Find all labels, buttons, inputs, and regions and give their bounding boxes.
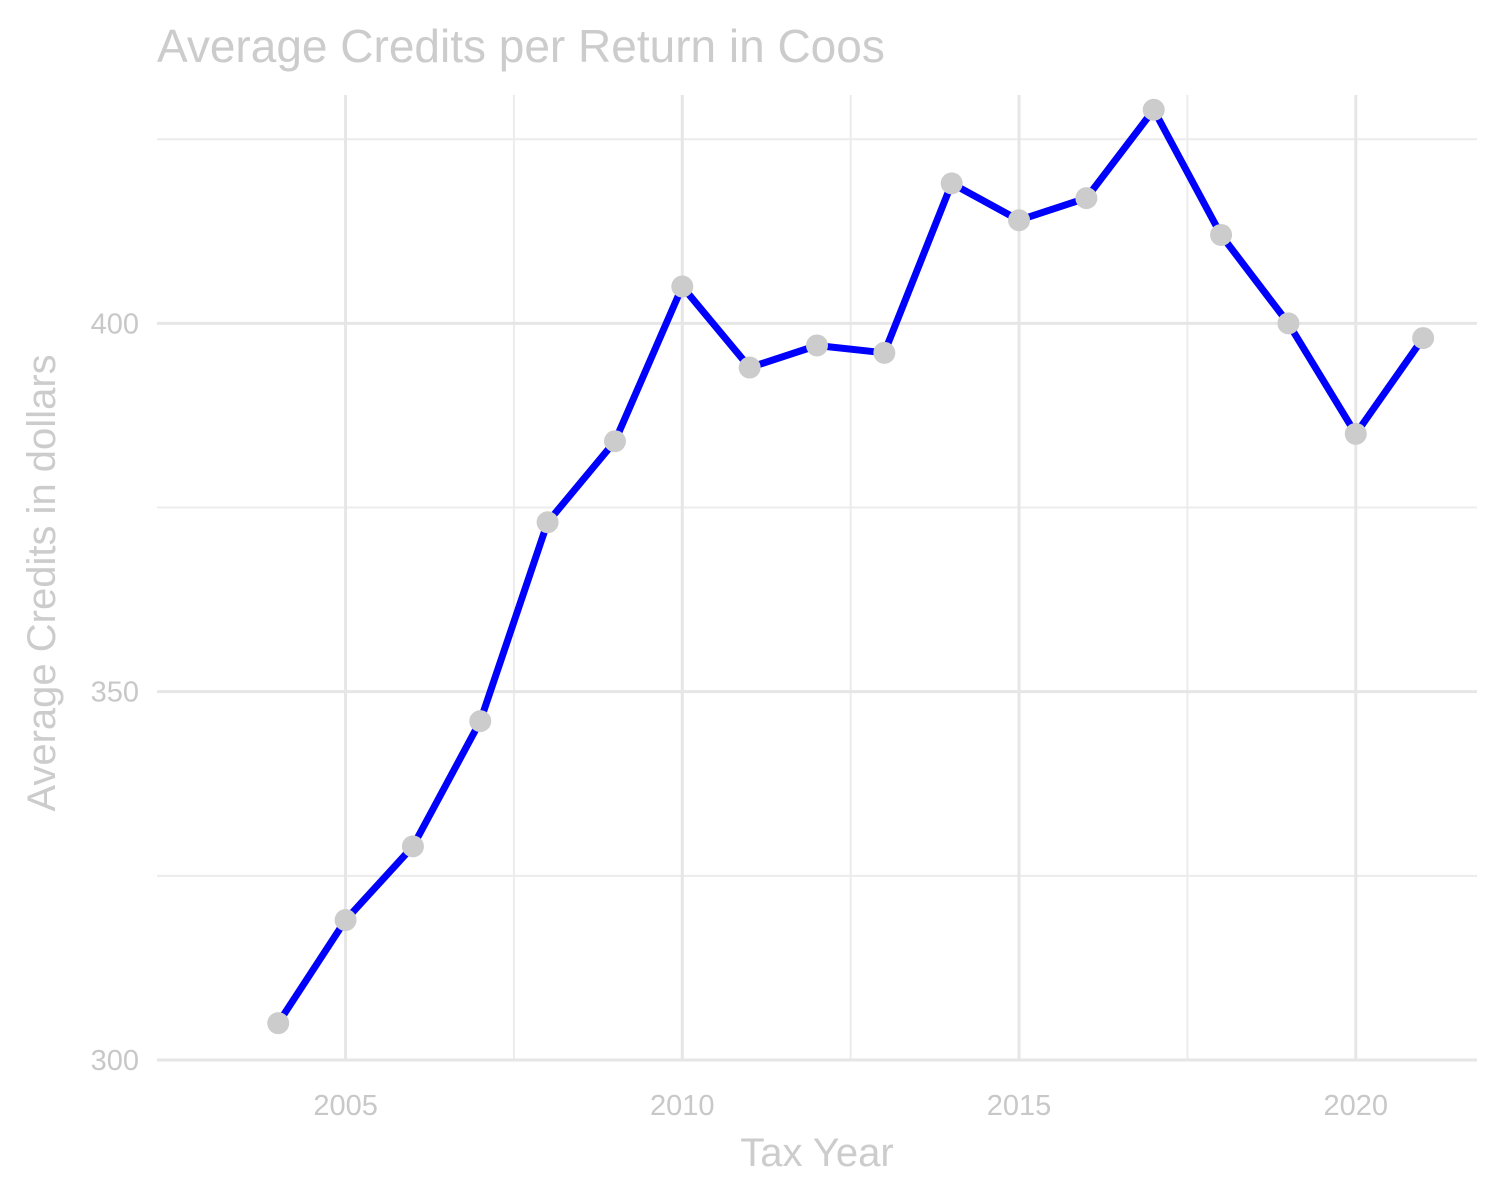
- x-axis-title: Tax Year: [740, 1131, 893, 1175]
- data-point: [671, 275, 694, 298]
- data-point: [1142, 98, 1165, 121]
- data-point: [1344, 422, 1367, 445]
- x-tick-label: 2010: [650, 1090, 715, 1122]
- data-point: [1210, 223, 1233, 246]
- data-point: [806, 334, 828, 357]
- series-line: [274, 106, 1427, 1027]
- x-tick-label: 2005: [313, 1090, 378, 1122]
- x-tick-labels: 2005 2010 2015 2020: [313, 1090, 1388, 1122]
- x-tick-label: 2020: [1324, 1090, 1389, 1122]
- data-points: [267, 98, 1435, 1035]
- data-point: [401, 835, 424, 858]
- data-point: [738, 356, 761, 379]
- data-point: [536, 511, 559, 534]
- y-tick-labels: 300 350 400: [91, 308, 139, 1077]
- data-point: [1277, 312, 1300, 335]
- data-point: [469, 710, 492, 733]
- data-point: [1412, 327, 1435, 350]
- y-tick-label: 400: [91, 308, 139, 340]
- x-tick-label: 2015: [987, 1090, 1052, 1122]
- grid: [157, 95, 1477, 1062]
- y-tick-label: 350: [91, 677, 139, 709]
- data-point: [1075, 187, 1098, 210]
- data-point: [873, 341, 896, 364]
- data-point: [1008, 209, 1031, 232]
- chart-title: Average Credits per Return in Coos: [157, 20, 885, 72]
- data-point: [603, 430, 626, 453]
- y-axis-title: Average Credits in dollars: [20, 354, 64, 811]
- y-tick-label: 300: [91, 1045, 139, 1077]
- series-line-group: [274, 106, 1427, 1027]
- data-point: [267, 1012, 290, 1035]
- data-point: [940, 172, 963, 195]
- data-point: [334, 909, 357, 932]
